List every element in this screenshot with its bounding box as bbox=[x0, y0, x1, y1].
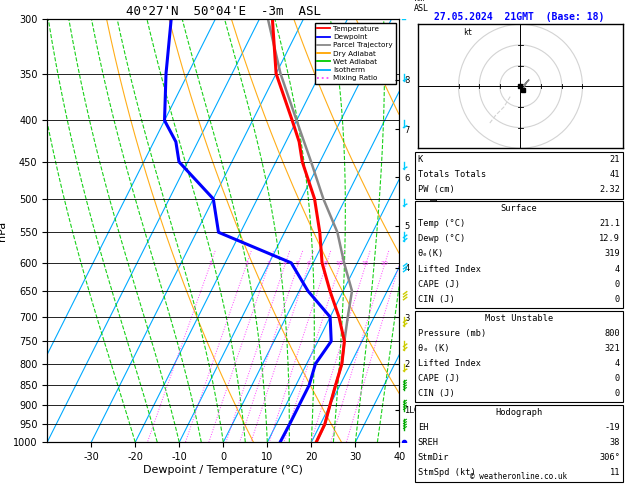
Text: K: K bbox=[418, 155, 423, 164]
Text: PW (cm): PW (cm) bbox=[418, 185, 454, 194]
Text: 4: 4 bbox=[615, 264, 620, 274]
Text: 3: 3 bbox=[266, 261, 270, 266]
Text: CIN (J): CIN (J) bbox=[418, 295, 454, 304]
Text: 1: 1 bbox=[208, 261, 212, 266]
Text: 6: 6 bbox=[306, 261, 310, 266]
Text: © weatheronline.co.uk: © weatheronline.co.uk bbox=[470, 472, 567, 481]
Text: Most Unstable: Most Unstable bbox=[485, 313, 553, 323]
X-axis label: Dewpoint / Temperature (°C): Dewpoint / Temperature (°C) bbox=[143, 465, 303, 475]
Title: 40°27'N  50°04'E  -3m  ASL: 40°27'N 50°04'E -3m ASL bbox=[126, 5, 321, 18]
Text: -19: -19 bbox=[604, 423, 620, 432]
Text: 38: 38 bbox=[610, 438, 620, 447]
Text: θₑ (K): θₑ (K) bbox=[418, 344, 449, 353]
Text: CAPE (J): CAPE (J) bbox=[418, 279, 460, 289]
Text: km
ASL: km ASL bbox=[413, 0, 428, 13]
Text: 21.1: 21.1 bbox=[599, 219, 620, 228]
Text: 306°: 306° bbox=[599, 453, 620, 462]
Text: CIN (J): CIN (J) bbox=[418, 389, 454, 398]
Text: EH: EH bbox=[418, 423, 428, 432]
Text: 2: 2 bbox=[244, 261, 248, 266]
Text: 20: 20 bbox=[380, 261, 388, 266]
Text: 41: 41 bbox=[610, 170, 620, 179]
Text: 4: 4 bbox=[615, 359, 620, 368]
Text: 12.9: 12.9 bbox=[599, 234, 620, 243]
Y-axis label: hPa: hPa bbox=[0, 221, 8, 241]
Text: 319: 319 bbox=[604, 249, 620, 259]
Text: 2.32: 2.32 bbox=[599, 185, 620, 194]
Text: StmSpd (kt): StmSpd (kt) bbox=[418, 468, 476, 477]
Text: Surface: Surface bbox=[501, 204, 537, 213]
Text: 0: 0 bbox=[615, 389, 620, 398]
Text: SREH: SREH bbox=[418, 438, 438, 447]
Legend: Temperature, Dewpoint, Parcel Trajectory, Dry Adiabat, Wet Adiabat, Isotherm, Mi: Temperature, Dewpoint, Parcel Trajectory… bbox=[314, 23, 396, 84]
Text: StmDir: StmDir bbox=[418, 453, 449, 462]
Text: 0: 0 bbox=[615, 295, 620, 304]
Text: Totals Totals: Totals Totals bbox=[418, 170, 486, 179]
Text: CAPE (J): CAPE (J) bbox=[418, 374, 460, 383]
Text: 0: 0 bbox=[615, 374, 620, 383]
Text: Dewp (°C): Dewp (°C) bbox=[418, 234, 465, 243]
Text: 10: 10 bbox=[336, 261, 343, 266]
Text: 27.05.2024  21GMT  (Base: 18): 27.05.2024 21GMT (Base: 18) bbox=[434, 12, 604, 22]
Text: 8: 8 bbox=[324, 261, 328, 266]
Text: 4: 4 bbox=[282, 261, 287, 266]
Text: 21: 21 bbox=[610, 155, 620, 164]
Text: 15: 15 bbox=[362, 261, 369, 266]
Text: Lifted Index: Lifted Index bbox=[418, 264, 481, 274]
Text: Temp (°C): Temp (°C) bbox=[418, 219, 465, 228]
Text: Pressure (mb): Pressure (mb) bbox=[418, 329, 486, 338]
Text: 800: 800 bbox=[604, 329, 620, 338]
Text: Hodograph: Hodograph bbox=[495, 408, 543, 417]
Text: θₑ(K): θₑ(K) bbox=[418, 249, 444, 259]
Text: 5: 5 bbox=[296, 261, 299, 266]
Text: Lifted Index: Lifted Index bbox=[418, 359, 481, 368]
Text: 11: 11 bbox=[610, 468, 620, 477]
Text: 0: 0 bbox=[615, 279, 620, 289]
Text: 321: 321 bbox=[604, 344, 620, 353]
Text: kt: kt bbox=[463, 28, 472, 36]
Y-axis label: Mixing Ratio (g/kg): Mixing Ratio (g/kg) bbox=[426, 194, 436, 267]
